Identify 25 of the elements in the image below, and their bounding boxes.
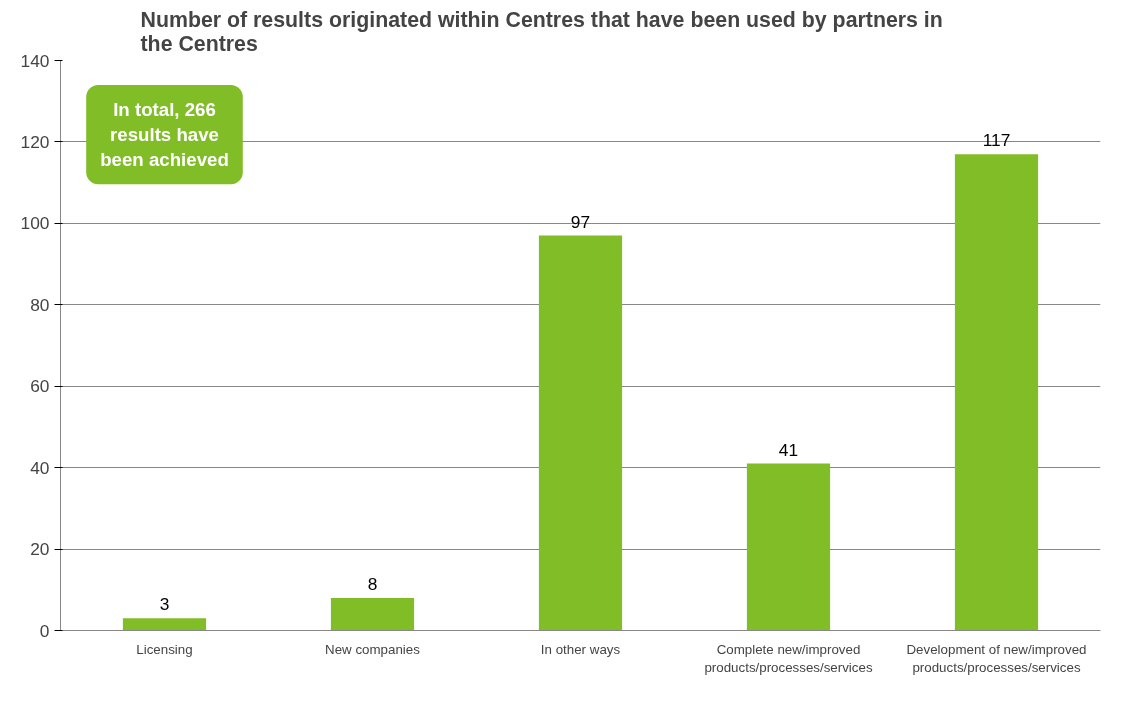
bar — [954, 154, 1039, 631]
bar — [746, 463, 831, 631]
data-label: 3 — [159, 594, 170, 615]
x-tick-label: Complete new/improved products/processes/services — [704, 641, 873, 675]
x-tick-label: New companies — [325, 641, 421, 657]
bar — [538, 235, 623, 631]
data-label: 97 — [570, 211, 591, 232]
y-tick-label: 140 — [20, 50, 50, 71]
y-tick-label: 120 — [20, 131, 50, 152]
y-tick-label: 60 — [30, 376, 50, 397]
bar — [122, 618, 207, 631]
y-tick-label: 20 — [30, 539, 50, 560]
annotation: In total, 266 results have been achieved — [100, 98, 229, 171]
bar — [330, 597, 415, 631]
y-tick-label: 80 — [30, 294, 50, 315]
data-label: 41 — [778, 439, 799, 460]
x-tick-label: Licensing — [136, 641, 193, 657]
y-tick-label: 100 — [20, 213, 50, 234]
y-tick-label: 0 — [39, 620, 50, 641]
chart-title: Number of results originated within Centres that have been used by partners in the Centres — [140, 7, 943, 56]
data-label: 117 — [982, 130, 1011, 151]
x-tick-label: Development of new/improved products/processes/services — [906, 641, 1087, 675]
y-tick-label: 40 — [30, 457, 50, 478]
data-label: 8 — [367, 573, 378, 594]
x-tick-label: In other ways — [540, 641, 621, 657]
